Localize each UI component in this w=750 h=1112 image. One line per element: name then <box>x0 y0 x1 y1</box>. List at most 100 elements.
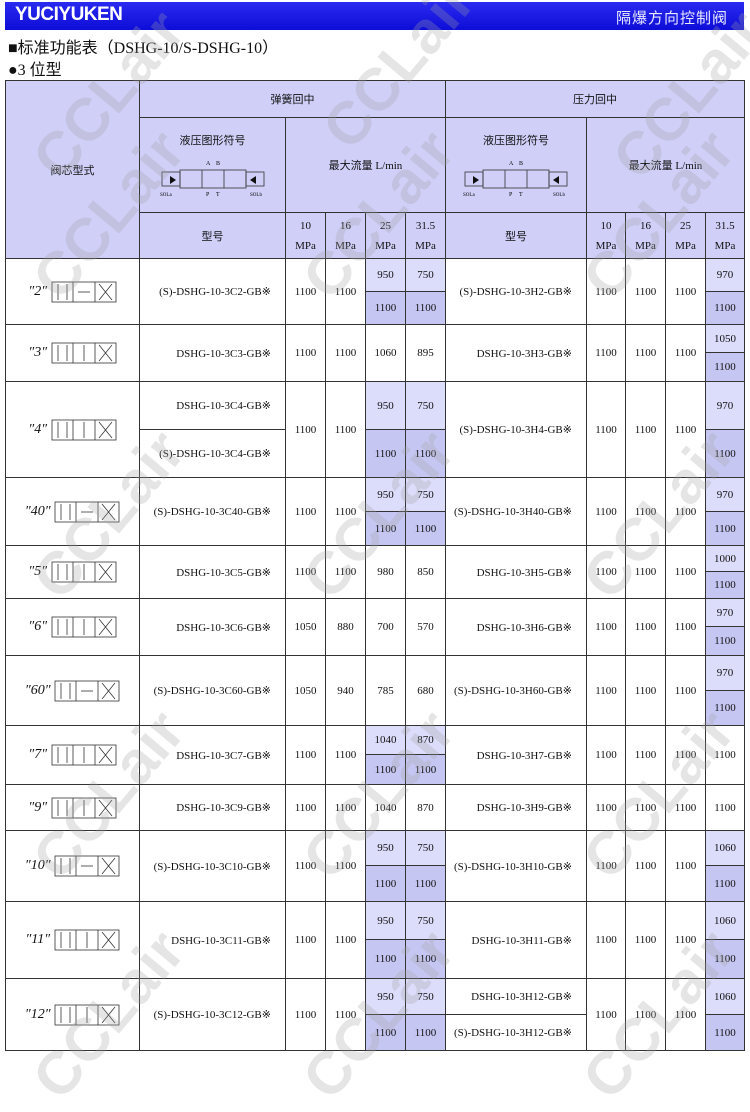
spool-symbol-icon <box>51 342 117 364</box>
flow-10mpa: 1100 <box>586 381 626 478</box>
page-title: 隔爆方向控制阀 <box>615 11 728 27</box>
flow-31_5mpa: 1100 <box>705 690 745 726</box>
spool-code-cell: ″5″ <box>5 545 140 599</box>
spool-symbol-icon <box>51 281 117 302</box>
spool-code: ″7″ <box>28 747 48 762</box>
table-row: ″40″ (S)-DSHG-10-3C40-GB※ 1100 1100 950 750(… <box>5 477 745 546</box>
flow-16mpa: 1100 <box>625 598 666 656</box>
flow-31_5mpa: 1100 <box>705 784 745 831</box>
spool-symbol-icon <box>51 419 117 440</box>
svg-text:A: A <box>206 161 211 167</box>
flow-16mpa: 1100 <box>325 784 366 831</box>
model-cell: (S)-DSHG-10-3C2-GB※ <box>139 258 286 325</box>
flow-16mpa: 940 <box>325 655 366 726</box>
pressure-col-header: 16 MPa <box>625 212 666 259</box>
model-cell: (S)-DSHG-10-3C10-GB※ <box>139 830 286 902</box>
pressure-value: 16 <box>640 219 651 232</box>
model-cell: DSHG-10-3H5-GB※ <box>445 545 587 599</box>
spool-symbol-icon <box>54 929 120 951</box>
flow-10mpa: 1100 <box>285 901 326 979</box>
flow-31_5mpa: 1100 <box>705 725 745 785</box>
model-cell: DSHG-10-3C6-GB※ <box>139 598 286 656</box>
flow-10mpa: 1100 <box>586 830 626 902</box>
flow-31_5mpa: 895 <box>405 324 446 382</box>
flow-25mpa: 1100 <box>665 477 706 546</box>
flow-10mpa: 1100 <box>586 477 626 546</box>
flow-31_5mpa: 1100 <box>705 291 745 325</box>
flow-31_5mpa: 1100 <box>405 939 446 979</box>
svg-text:SOLa: SOLa <box>463 193 475 198</box>
flow-16mpa: 1100 <box>325 901 366 979</box>
pressure-col-header: 31.5 MPa <box>705 212 745 259</box>
model-cell: DSHG-10-3C5-GB※ <box>139 545 286 599</box>
svg-text:P: P <box>509 192 513 198</box>
svg-text:P: P <box>206 192 210 198</box>
flow-31_5mpa: 1100 <box>705 511 745 546</box>
flow-25mpa: 980 <box>365 545 406 599</box>
pressure-unit: MPa <box>635 239 656 252</box>
flow-16mpa: 1100 <box>325 830 366 902</box>
pressure-value: 16 <box>340 219 351 232</box>
flow-31_5mpa: 750 <box>405 901 446 940</box>
spool-type-header: 阀芯型式 <box>5 80 140 259</box>
spool-code: ″40″ <box>24 503 51 519</box>
flow-25mpa: 950 <box>365 830 406 866</box>
flow-25mpa: 1100 <box>365 939 406 979</box>
pressure-col-header: 10 MPa <box>586 212 626 259</box>
spool-code-cell: ″9″ <box>5 784 140 831</box>
table-row: ″9″ DSHG-10-3C9-GB※ 1100 1100 1040 870 DSHG-1… <box>5 784 745 831</box>
flow-10mpa: 1100 <box>285 324 326 382</box>
header-bar: YUCIYUKEN 隔爆方向控制阀 <box>5 2 744 30</box>
flow-16mpa: 1100 <box>625 901 666 979</box>
table-row: ″60″ (S)-DSHG-10-3C60-GB※ 1050 940 785 680 (S… <box>5 655 745 726</box>
flow-25mpa: 1100 <box>665 830 706 902</box>
table-row: ″10″ (S)-DSHG-10-3C10-GB※ 1100 1100 950 750(… <box>5 830 745 902</box>
flow-16mpa: 1100 <box>625 545 666 599</box>
model-cell: DSHG-10-3H11-GB※ <box>445 901 587 979</box>
pressure-value: 31.5 <box>415 219 436 232</box>
flow-31_5mpa: 1100 <box>405 865 446 902</box>
symbol-label: 液压图形符号 <box>483 135 549 147</box>
flow-10mpa: 1100 <box>285 725 326 785</box>
flow-31_5mpa: 970 <box>705 598 745 627</box>
spool-symbol-icon <box>54 501 120 522</box>
spring-symbol-header: 液压图形符号 A B P T SOLa SOLb <box>139 117 286 213</box>
flow-16mpa: 880 <box>325 598 366 656</box>
flow-16mpa: 1100 <box>325 545 366 599</box>
flow-25mpa: 1100 <box>665 598 706 656</box>
flow-25mpa: 950 <box>365 477 406 512</box>
flow-31_5mpa: 1060 <box>705 830 745 866</box>
flow-25mpa: 700 <box>365 598 406 656</box>
flow-16mpa: 1100 <box>325 725 366 785</box>
svg-text:SOLb: SOLb <box>250 193 262 198</box>
model-cell: (S)-DSHG-10-3C4-GB※ <box>139 429 286 478</box>
flow-31_5mpa: 1100 <box>705 429 745 478</box>
flow-16mpa: 1100 <box>325 477 366 546</box>
svg-text:SOLa: SOLa <box>160 193 172 198</box>
flow-16mpa: 1100 <box>325 381 366 478</box>
flow-10mpa: 1100 <box>586 725 626 785</box>
flow-16mpa: 1100 <box>325 324 366 382</box>
spool-code: ″3″ <box>28 345 48 360</box>
pressure-unit: MPa <box>595 239 617 252</box>
flow-31_5mpa: 750 <box>405 477 446 512</box>
flow-31_5mpa: 1100 <box>705 865 745 902</box>
model-cell: DSHG-10-3H3-GB※ <box>445 324 587 382</box>
pressure-unit: MPa <box>295 239 316 252</box>
flow-16mpa: 1100 <box>625 477 666 546</box>
spool-code-cell: ″60″ <box>5 655 140 726</box>
flow-16mpa: 1100 <box>325 978 366 1051</box>
pressure-col-header: 31.5 MPa <box>405 212 446 259</box>
flow-31_5mpa: 1100 <box>405 291 446 325</box>
flow-31_5mpa: 1100 <box>405 1014 446 1051</box>
spool-code: ″11″ <box>25 932 51 947</box>
flow-10mpa: 1100 <box>285 978 326 1051</box>
flow-25mpa: 950 <box>365 258 406 292</box>
spool-code-cell: ″4″ <box>5 381 140 478</box>
pressure-centered-header: 压力回中 <box>445 80 745 118</box>
flow-25mpa: 1100 <box>665 258 706 325</box>
model-cell: (S)-DSHG-10-3H12-GB※ <box>445 1014 587 1051</box>
flow-10mpa: 1100 <box>285 477 326 546</box>
table-row: ″12″ (S)-DSHG-10-3C12-GB※ 1100 1100 950 750 D… <box>5 978 745 1051</box>
pressure-col-header: 10 MPa <box>285 212 326 259</box>
